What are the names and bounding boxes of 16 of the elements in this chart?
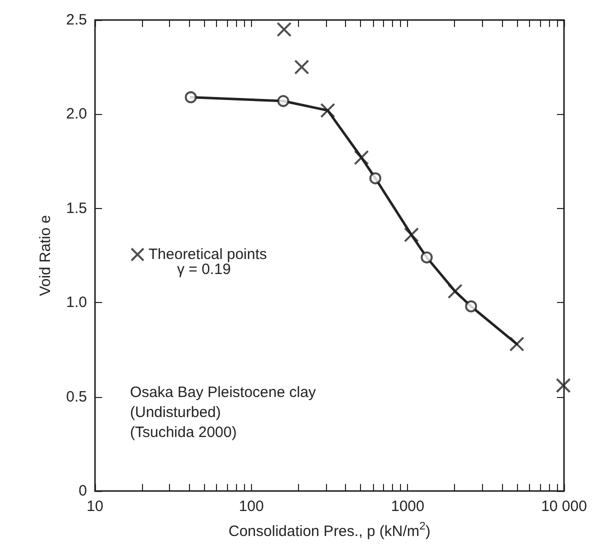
x-tick-label: 100 bbox=[238, 498, 264, 515]
x-tick-label: 10 000 bbox=[541, 498, 587, 515]
annotation: Osaka Bay Pleistocene clay bbox=[130, 384, 316, 401]
y-axis-title: Void Ratio e bbox=[37, 215, 54, 296]
annotation: (Undisturbed) bbox=[130, 404, 221, 421]
y-tick-label: 1.0 bbox=[66, 294, 87, 312]
annotation: γ = 0.19 bbox=[177, 261, 231, 278]
y-tick-label: 2.0 bbox=[66, 106, 87, 123]
y-tick-label: 0.5 bbox=[66, 388, 87, 406]
y-tick-label: 1.5 bbox=[66, 200, 87, 217]
annotation: (Tsuchida 2000) bbox=[130, 424, 237, 441]
x-tick-label: 1000 bbox=[390, 498, 424, 515]
y-tick-label: 2.5 bbox=[66, 12, 87, 28]
legend-label: Theoretical points bbox=[148, 246, 267, 263]
x-tick-label: 10 bbox=[86, 498, 104, 515]
y-tick-label: 0 bbox=[78, 482, 87, 500]
